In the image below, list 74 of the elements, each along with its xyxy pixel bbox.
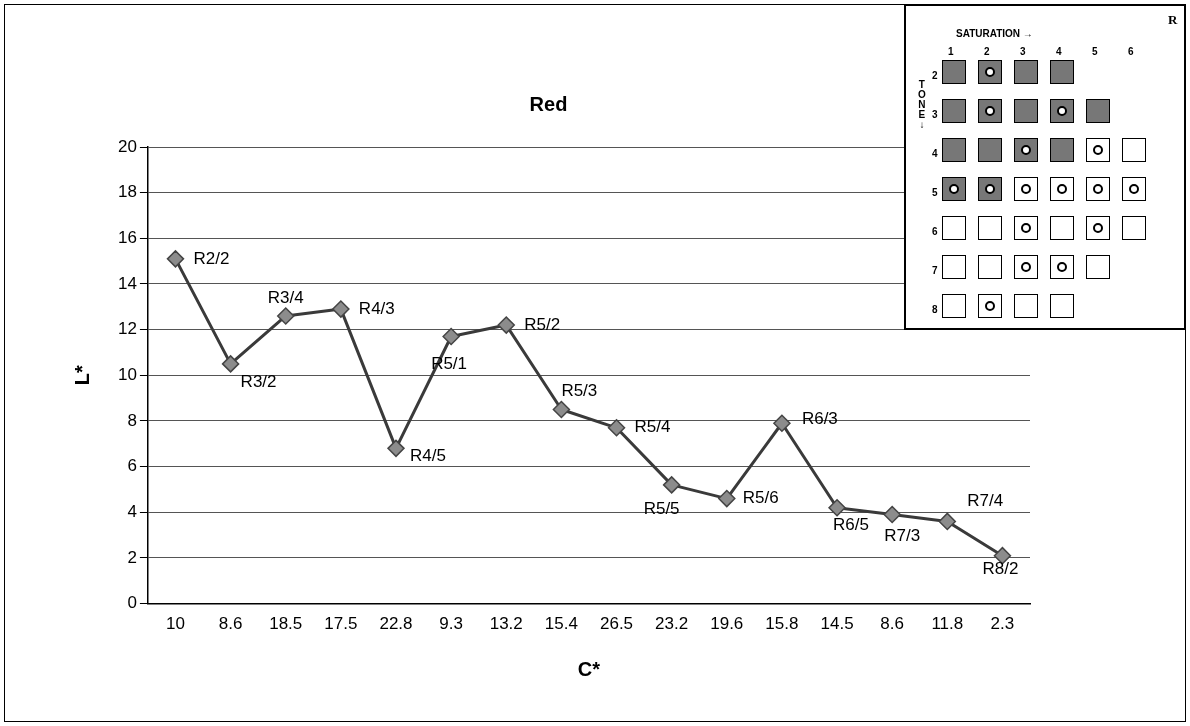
text: 5	[1092, 46, 1098, 57]
text: 6	[1128, 46, 1134, 57]
point	[718, 489, 736, 508]
x-tick-label: 8.6	[880, 614, 904, 634]
x-tick-label: 2.3	[990, 614, 1015, 634]
data-label: R3/2	[240, 371, 277, 391]
y-tick-label: 4	[127, 501, 137, 521]
text: SATURATION →	[956, 28, 1033, 39]
point	[497, 316, 516, 334]
data-label: R2/2	[193, 248, 230, 268]
point	[773, 414, 791, 432]
text: R	[1168, 12, 1178, 27]
text: 3	[932, 109, 938, 120]
annotation: 6	[932, 226, 938, 237]
point	[552, 400, 571, 419]
y-axis-title: L*	[70, 365, 93, 386]
y-tick-label: 12	[117, 319, 137, 339]
x-tick-label: 18.5	[269, 614, 303, 634]
point	[276, 307, 295, 325]
point	[387, 439, 405, 458]
data-label: R5/3	[561, 381, 598, 401]
y-tick-label: 18	[117, 182, 137, 202]
data-label: R7/4	[967, 491, 1004, 511]
point	[221, 355, 240, 373]
annotation: 8	[932, 304, 938, 315]
annotation: 5	[932, 187, 938, 198]
text: 4	[1056, 46, 1062, 57]
data-label: R5/4	[634, 417, 671, 437]
y-tick-label: 14	[117, 273, 137, 293]
x-tick-label: 14.5	[820, 614, 854, 634]
chart-title: Red	[529, 92, 568, 115]
x-tick-label: 13.2	[489, 614, 523, 634]
point	[332, 300, 350, 318]
data-label: R5/6	[742, 488, 779, 508]
x-tick-label: 11.8	[931, 614, 964, 634]
y-tick-label: 8	[127, 410, 137, 430]
text: 2	[984, 46, 990, 57]
data-label: R7/3	[884, 526, 921, 546]
data-label: R3/4	[267, 287, 304, 307]
x-tick-label: 15.8	[765, 614, 799, 634]
x-tick-label: 8.6	[218, 614, 243, 634]
point	[442, 327, 460, 346]
data-label: R4/5	[410, 446, 446, 466]
x-tick-label: 9.3	[439, 614, 463, 634]
point	[828, 498, 846, 517]
y-tick-label: 6	[127, 456, 137, 476]
x-tick-label: 22.8	[379, 614, 413, 634]
y-tick-label: 20	[117, 136, 137, 156]
y-tick-label: 10	[117, 364, 137, 384]
text: 1	[948, 46, 954, 57]
x-axis-title: C*	[577, 657, 601, 680]
x-tick-label: 17.5	[324, 614, 358, 634]
y-tick-label: 16	[117, 228, 137, 248]
point	[938, 512, 957, 531]
data-label: R6/5	[833, 515, 869, 535]
text: 3	[1020, 46, 1026, 57]
data-label: R8/2	[982, 559, 1019, 579]
x-tick-label: 19.6	[710, 614, 744, 634]
y-tick-label: 0	[127, 593, 137, 613]
x-tick-label: 10	[166, 614, 185, 634]
point	[662, 476, 681, 494]
x-tick-label: 23.2	[655, 614, 689, 634]
point	[883, 505, 901, 524]
y-tick-label: 2	[127, 547, 137, 567]
text: 2	[932, 70, 938, 81]
annotation: 7	[932, 265, 938, 276]
point	[166, 250, 185, 268]
x-tick-label: 26.5	[599, 614, 634, 634]
point	[607, 419, 626, 437]
data-label: R5/2	[524, 314, 561, 334]
x-tick-label: 15.4	[544, 614, 578, 634]
annotation: 4	[932, 148, 938, 159]
data-label: R4/3	[358, 298, 395, 318]
text: TONE↓	[918, 79, 926, 130]
